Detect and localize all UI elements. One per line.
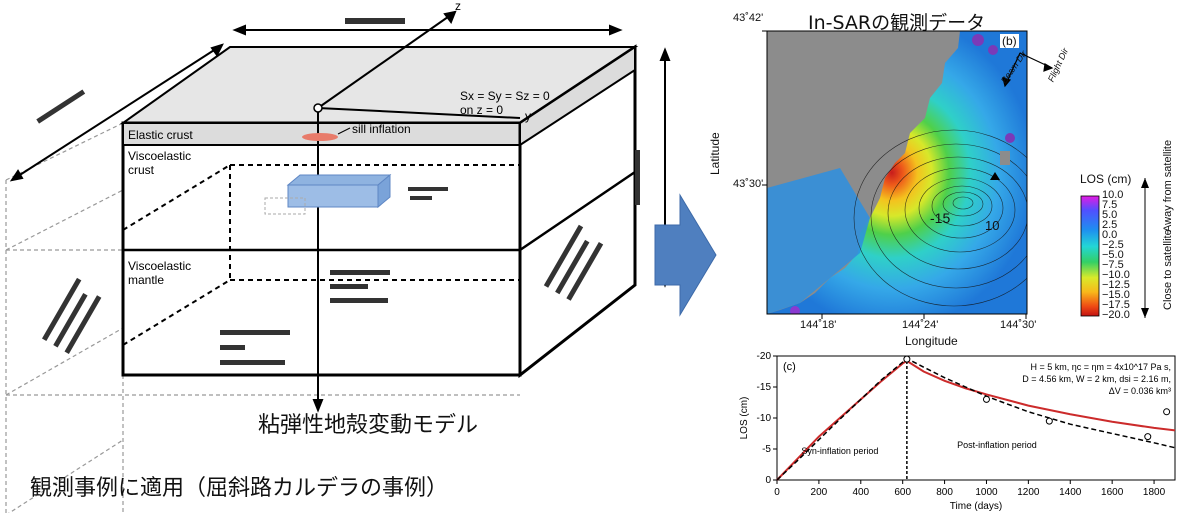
colorbar-title: LOS (cm) [1080,172,1132,186]
close-label: Close to satellite [1162,229,1174,310]
magma-body [287,184,379,208]
chart-frame [776,355,1176,481]
boundary-condition-2: on z = 0 [460,103,503,117]
params-line-2: D = 4.56 km, W = 2 km, dsi = 2.16 m, [1022,374,1171,384]
panel-c-label: (c) [783,361,796,373]
colorbar-tick: 5.0 [1102,209,1118,221]
volcano-marker-icon [990,172,1000,180]
contour-label-b: 10 [985,218,1000,233]
map-xlabel: Longitude [905,334,958,348]
x-tick-label: 1600 [1101,487,1124,498]
x-tick-label: 400 [852,487,869,498]
layer-viscous-mantle: Viscoelastic [128,259,191,273]
data-point [1163,408,1171,416]
x-tick-label: 1800 [1143,487,1166,498]
colorbar-tick: 2.5 [1102,219,1118,231]
colorbar-tick: −10.0 [1102,269,1130,281]
layer-viscous-crust-2: crust [128,163,155,177]
y-tick-label: -10 [757,413,772,424]
layer-viscous-crust: Viscoelastic [128,149,191,163]
away-label: Away from satellite [1162,139,1174,232]
sill-label: sill inflation [352,122,411,136]
flow-arrow-icon [654,193,717,317]
x-tick-label: 1200 [1017,487,1040,498]
sill-shape [302,133,338,141]
colorbar-tick: −20.0 [1102,309,1130,321]
x-tick-label: 0 [774,487,780,498]
axis-label-z: z [455,0,461,13]
y-tick-label: -15 [757,382,772,393]
data-point [982,395,990,403]
x-tick-label: 1400 [1059,487,1082,498]
model-caption: 粘弾性地殻変動モデル [258,413,479,438]
layer-elastic: Elastic crust [128,128,193,142]
application-caption: 観測事例に適用（屈斜路カルデラの事例） [30,476,449,501]
x-tick-label: 1000 [975,487,998,498]
series-line-0 [776,359,1176,481]
params-line-1: H = 5 km, ηc = ηm = 4x10^17 Pa s, [1030,362,1171,372]
axis-label-y: y [525,109,531,123]
colorbar-tick: −5.0 [1102,249,1124,261]
series-line-1 [776,357,1176,481]
contour-label-a: -15 [930,210,951,226]
insar-map [762,30,1149,319]
post-label: Post-inflation period [957,440,1037,450]
map-ylabel: Latitude [708,132,722,175]
colorbar [1080,195,1100,317]
colorbar-tick: −2.5 [1102,239,1124,251]
data-point [1045,417,1053,425]
y-tick-label: 0 [765,475,771,486]
colorbar-tick: −7.5 [1102,259,1124,271]
chart-xlabel: Time (days) [950,501,1002,512]
data-point [903,355,911,363]
data-point [1144,433,1152,441]
boundary-condition: Sx = Sy = Sz = 0 [460,89,550,103]
x-tick-label: 600 [894,487,911,498]
los-chart: 0 200 400 600 800 1000 1200 1400 1600 1800 -20 -15 -… [739,351,1176,512]
colorbar-tick: −12.5 [1102,279,1130,291]
chart-ylabel: LOS (cm) [739,397,750,440]
model-diagram: Sx = Sy = Sz = 0 on z = 0 sill inflation… [5,0,717,513]
params-line-3: ΔV = 0.036 km³ [1109,386,1171,396]
y-tick-label: -5 [762,444,771,455]
x-tick-label: 200 [811,487,828,498]
colorbar-tick: 0.0 [1102,229,1118,241]
lon-tick-2: 144˚24' [902,319,939,331]
lat-tick-mid: 43˚30' [733,178,764,190]
x-tick-label: 800 [936,487,953,498]
syn-label: Syn-inflation period [801,446,878,456]
y-tick-label: -20 [757,351,772,362]
lon-tick-3: 144˚30' [1000,319,1037,331]
colorbar-tick: −15.0 [1102,289,1130,301]
layer-viscous-mantle-2: mantle [128,273,164,287]
lon-tick-1: 144˚18' [800,319,837,331]
colorbar-tick: 7.5 [1102,199,1118,211]
lat-tick-top: 43˚42' [733,12,764,24]
colorbar-tick: 10.0 [1102,189,1124,201]
colorbar-tick: −17.5 [1102,299,1130,311]
panel-b-label: (b) [1000,34,1019,48]
insar-title: In-SARの観測データ [808,12,986,34]
